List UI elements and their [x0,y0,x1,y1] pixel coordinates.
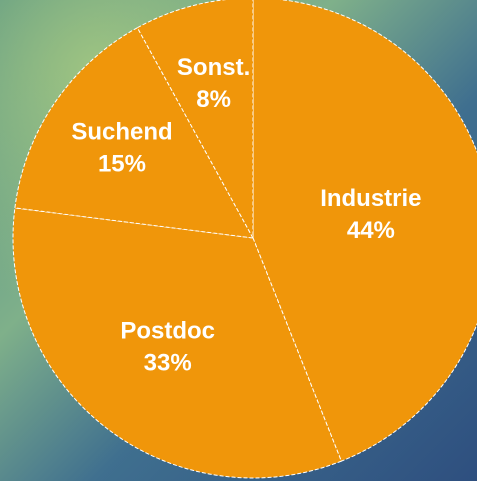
slice-label: Industrie [320,185,421,212]
slice-value-label: 44% [347,217,395,244]
slice-label: Suchend [71,118,172,145]
slice-label: Sonst. [177,54,250,81]
slice-value-label: 8% [196,86,231,113]
slice-value-label: 15% [98,150,146,177]
slice-label: Postdoc [120,317,215,344]
chart: Industrie 44% Postdoc 33% Suchend 15% Sonst. 8% [0,0,477,481]
slice-value-label: 33% [144,349,192,376]
